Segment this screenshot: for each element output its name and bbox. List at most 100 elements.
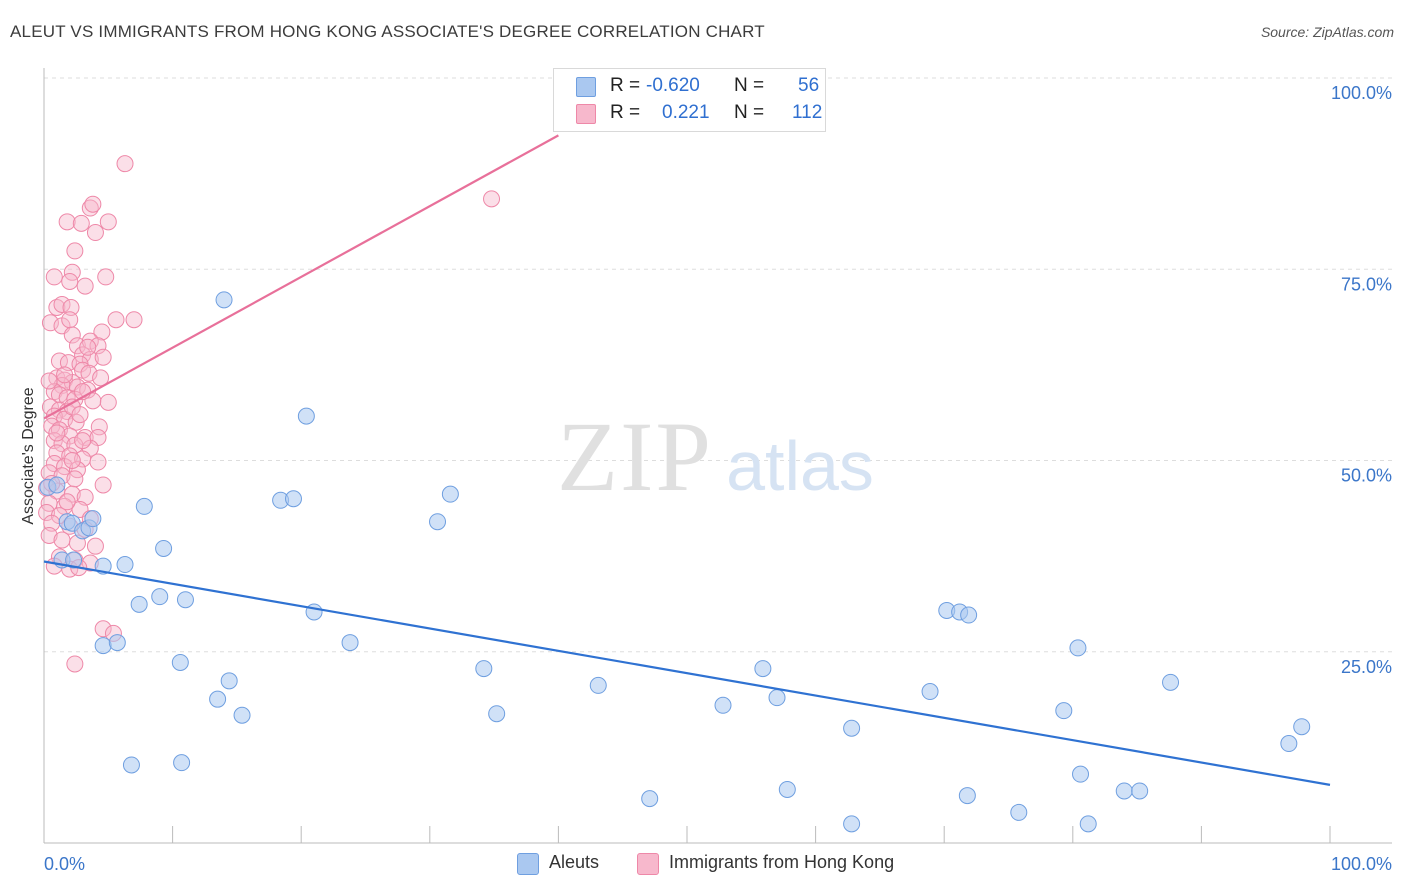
bottom-legend-hk: Immigrants from Hong Kong [637, 852, 937, 876]
watermark-zip: ZIP [557, 401, 713, 512]
watermark-atlas: atlas [726, 427, 874, 505]
aleut-point [475, 660, 493, 678]
aleut-point [778, 780, 796, 798]
aleut-point [215, 291, 233, 309]
hk-point [86, 224, 104, 242]
hk-point [125, 311, 143, 329]
aleut-point [173, 754, 191, 772]
hk-point [94, 348, 112, 366]
hk-point [63, 452, 81, 469]
hk-point [66, 470, 84, 488]
legend-r-label-2: R = [610, 102, 641, 123]
aleut-point [768, 689, 786, 707]
hk-point [53, 295, 71, 313]
hk-point [58, 493, 76, 511]
aleut-point [209, 690, 227, 708]
y-tick-label: 75.0% [1341, 274, 1392, 294]
aleut-point [429, 513, 447, 531]
aleut-point [1293, 718, 1311, 736]
legend-r-value-aleuts: -0.620 [646, 75, 700, 96]
aleut-point [1079, 815, 1097, 833]
hk-point [56, 366, 74, 384]
legend-r-label: R = [610, 75, 641, 96]
aleut-point [641, 790, 659, 808]
hk-point [48, 299, 66, 316]
aleut-point [1010, 803, 1028, 821]
aleut-point [151, 588, 169, 606]
hk-point [53, 531, 71, 549]
hk-point [61, 447, 79, 465]
hk-point [94, 620, 112, 638]
aleut-point [122, 756, 140, 774]
aleut-point [65, 551, 83, 569]
legend-row-hk: R = 0.221 N = 112 [576, 102, 822, 126]
aleut-point [1069, 639, 1087, 657]
hk-point [40, 372, 58, 390]
aleut-point [1162, 673, 1180, 691]
hk-point [99, 213, 117, 231]
trend-lines [43, 134, 1331, 786]
bottom-legend-swatch-hk [637, 853, 659, 875]
source-label: Source: ZipAtlas.com [1260, 24, 1394, 40]
hk-point [90, 418, 108, 436]
hk-point [50, 421, 68, 439]
hk-point [66, 655, 84, 673]
hk-point [74, 432, 92, 450]
legend-n-value-hk: 112 [792, 102, 823, 123]
aleut-point [108, 634, 126, 652]
gridlines [44, 77, 1392, 653]
aleut-point [341, 634, 359, 652]
aleut-point [155, 539, 173, 557]
aleut-point [754, 660, 772, 678]
hk-point [66, 242, 84, 260]
hk-point [84, 195, 102, 213]
hk-point [71, 406, 89, 424]
legend-n-label: N = [734, 75, 765, 96]
aleut-point [921, 683, 939, 701]
aleut-point [1280, 735, 1298, 753]
hk-point [94, 476, 112, 494]
aleut-point [1055, 702, 1073, 720]
hk-point [61, 311, 79, 329]
legend-row-aleuts: R = -0.620 N = 56 [576, 75, 820, 99]
aleut-point [714, 696, 732, 714]
legend-swatch-hk [576, 104, 596, 124]
hk-point [86, 537, 104, 555]
aleut-point [441, 485, 459, 503]
hk-point [99, 393, 117, 411]
legend-box: R = -0.620 N = 56 R = 0.221 N = 112 [553, 68, 826, 132]
aleut-point [48, 476, 66, 494]
hk-point [53, 435, 71, 453]
hk-point [48, 444, 66, 462]
hk-point [92, 369, 110, 387]
hk-point [62, 299, 80, 316]
hk-point [72, 214, 90, 232]
aleut-point [135, 497, 153, 515]
hk-point [89, 453, 107, 471]
aleut-point [84, 510, 102, 528]
legend-swatch-aleuts [576, 77, 596, 97]
aleut-point [1115, 782, 1133, 800]
aleut-trend-line [43, 560, 1331, 786]
aleut-point [843, 719, 861, 737]
bottom-legend-aleuts: Aleuts [517, 852, 617, 876]
aleut-point [843, 815, 861, 833]
hk-point [40, 526, 58, 544]
legend-n-value-aleuts: 56 [798, 75, 820, 96]
aleut-point [284, 490, 302, 508]
legend-n-label-2: N = [734, 102, 765, 123]
hk-point [76, 277, 94, 295]
bottom-legend-label-hk: Immigrants from Hong Kong [669, 852, 895, 872]
bottom-legend-swatch-aleuts [517, 853, 539, 875]
aleut-point [220, 672, 238, 690]
hk-point [58, 213, 76, 231]
aleut-point [116, 556, 134, 574]
watermark: ZIP atlas [557, 401, 874, 512]
tick-labels: 25.0% 50.0% 75.0% 100.0% 0.0% 100.0% [44, 83, 1392, 874]
hk-point [116, 155, 134, 173]
bottom-legend-label-aleuts: Aleuts [549, 852, 600, 872]
aleut-point [94, 637, 112, 655]
hk-point [93, 323, 111, 341]
hk-point [45, 455, 63, 473]
